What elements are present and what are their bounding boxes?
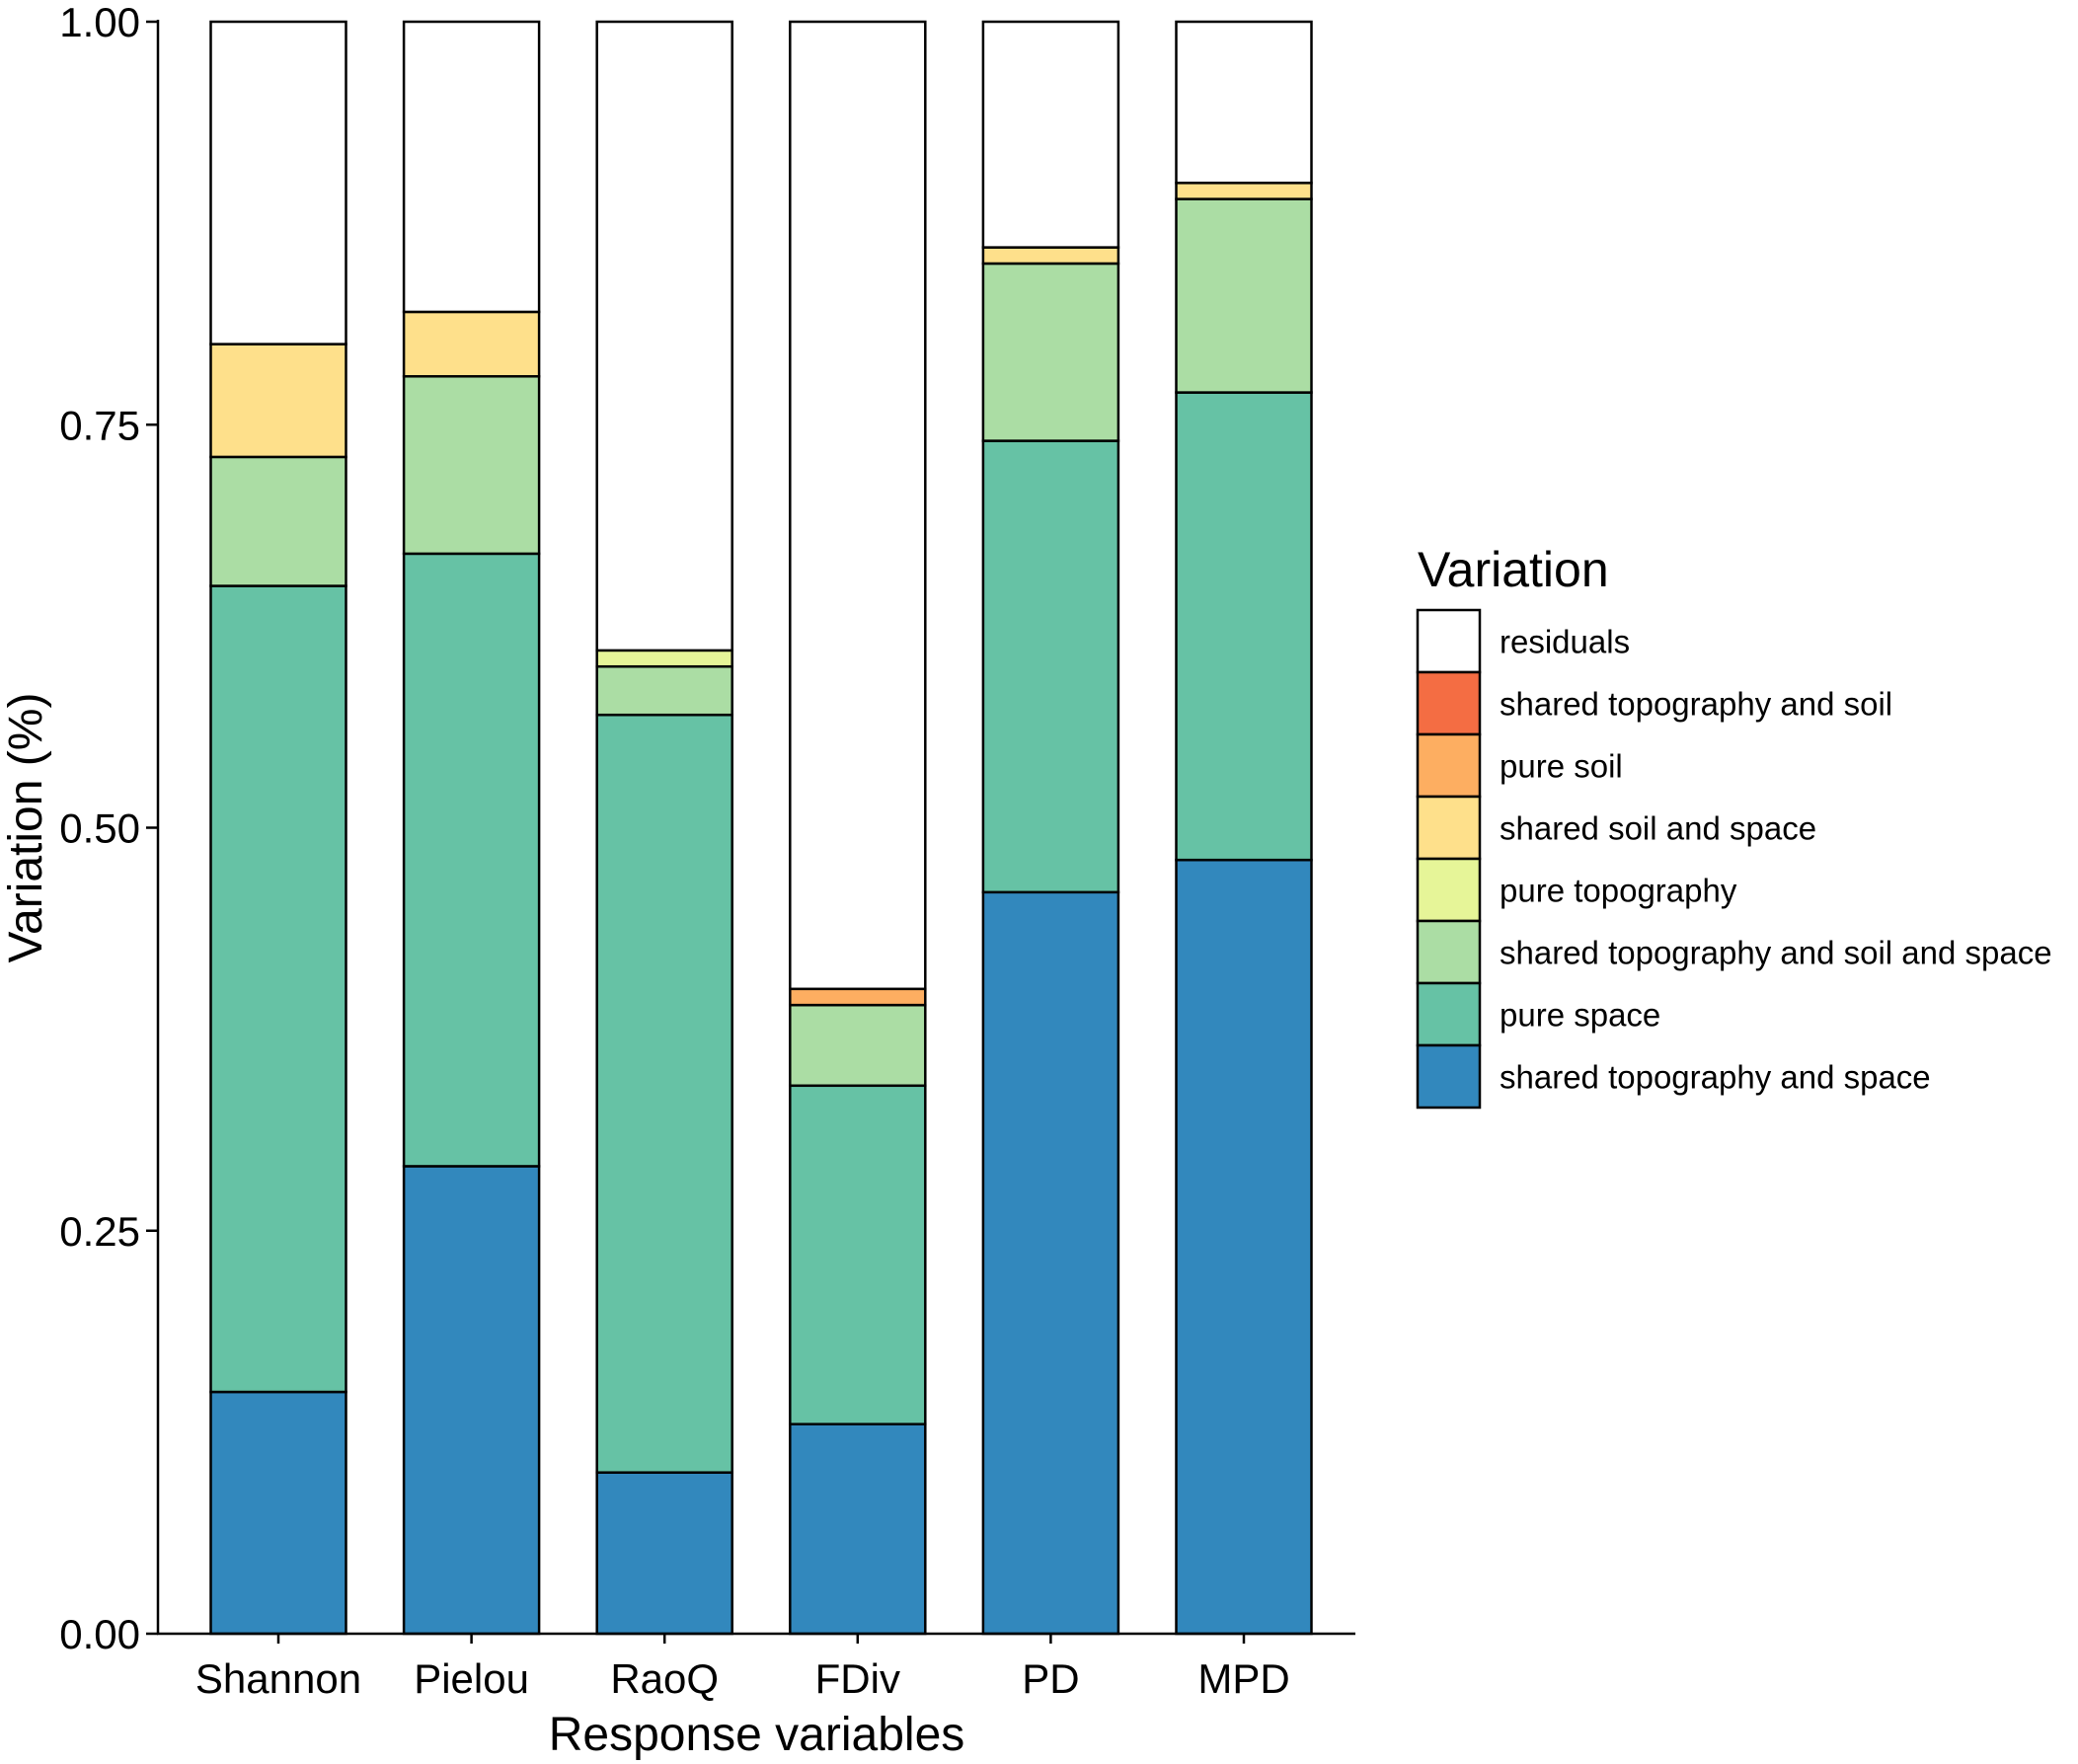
legend-key-shared-topography-and-space [1416,1043,1482,1110]
bar-segment-raoq-pure-topography [595,649,733,668]
bar-segment-pd-pure-space [981,439,1120,894]
legend-label-pure-soil: pure soil [1500,748,1623,785]
x-tick-label-fdiv: FDiv [815,1655,900,1702]
bar-segment-pd-shared-soil-and-space [981,246,1120,266]
bars-layer [209,20,1313,1636]
bar-segment-fdiv-shared-topography-and-soil-and-space [789,1003,927,1088]
bar-segment-pielou-shared-topography-and-space [402,1165,541,1636]
bar-segment-shannon-shared-topography-and-soil-and-space [209,455,347,587]
legend-label-shared-soil-and-space: shared soil and space [1500,810,1816,847]
bar-segment-raoq-residuals [595,20,733,652]
bar-segment-mpd-shared-topography-and-soil-and-space [1175,197,1313,394]
axes-layer: Shannon Pielou RaoQ FDiv PD MPD 0.00 0.25 0.50 0.… [0,0,1355,1761]
legend-key-shared-topography-and-soil [1416,670,1482,736]
legend-label-shared-topography-and-soil: shared topography and soil [1500,686,1892,723]
legend-title: Variation [1418,542,1609,597]
legend-label-pure-topography: pure topography [1500,873,1737,909]
bar-segment-pielou-shared-soil-and-space [402,310,541,378]
bar-segment-fdiv-residuals [789,20,927,991]
y-tick-label-0-00: 0.00 [59,1611,140,1657]
y-tick-label-0-75: 0.75 [59,402,140,448]
y-tick-label-0-25: 0.25 [59,1208,140,1255]
bar-segment-shannon-residuals [209,20,347,345]
bar-segment-raoq-pure-space [595,713,733,1474]
x-axis-title: Response variables [549,1709,965,1761]
bar-segment-pd-shared-topography-and-soil-and-space [981,262,1120,442]
bar-segment-pd-residuals [981,20,1120,249]
bar-segment-mpd-residuals [1175,20,1313,185]
y-axis-title: Variation (%) [0,693,52,963]
y-tick-label-0-50: 0.50 [59,805,140,852]
x-tick-label-pd: PD [1022,1655,1079,1702]
y-tick-label-1-00: 1.00 [59,0,140,45]
legend-label-pure-space: pure space [1500,997,1660,1034]
bar-segment-mpd-shared-soil-and-space [1175,182,1313,200]
x-tick-label-mpd: MPD [1197,1655,1289,1702]
legend-key-pure-soil [1416,732,1482,799]
x-tick-label-raoq: RaoQ [610,1655,719,1702]
legend-label-shared-topography-and-soil-and-space: shared topography and soil and space [1500,935,2052,971]
legend-key-residuals [1416,608,1482,674]
bar-segment-raoq-shared-topography-and-soil-and-space [595,664,733,717]
bar-segment-shannon-pure-space [209,584,347,1394]
legend-label-residuals: residuals [1500,624,1630,660]
bar-segment-fdiv-shared-topography-and-space [789,1422,927,1636]
bar-segment-mpd-shared-topography-and-space [1175,858,1313,1636]
legend-key-pure-space [1416,981,1482,1047]
x-tick-label-shannon: Shannon [195,1655,361,1702]
x-tick-label-pielou: Pielou [414,1655,529,1702]
bar-segment-shannon-shared-topography-and-space [209,1390,347,1636]
bar-segment-mpd-pure-space [1175,391,1313,862]
legend-key-shared-topography-and-soil-and-space [1416,919,1482,985]
bar-segment-fdiv-pure-space [789,1084,927,1425]
bar-segment-pd-shared-topography-and-space [981,890,1120,1636]
bar-segment-pielou-residuals [402,20,541,314]
bar-segment-pielou-pure-space [402,552,541,1168]
legend-key-pure-topography [1416,857,1482,923]
legend: Variation residuals shared topography and … [1416,542,2052,1110]
bar-segment-raoq-shared-topography-and-space [595,1471,733,1636]
bar-segment-fdiv-pure-soil [789,987,927,1007]
legend-key-shared-soil-and-space [1416,795,1482,861]
legend-label-shared-topography-and-space: shared topography and space [1500,1059,1931,1096]
bar-segment-pielou-shared-topography-and-soil-and-space [402,375,541,556]
bar-segment-shannon-shared-soil-and-space [209,343,347,459]
